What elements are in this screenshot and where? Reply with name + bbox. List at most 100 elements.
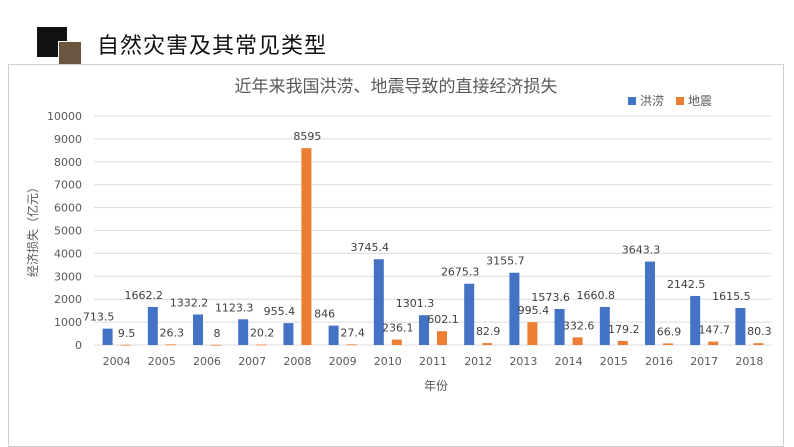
x-tick-label: 2016 [645,355,673,368]
legend-label-earthquake: 地震 [688,94,712,108]
bar-earthquake [211,344,221,346]
bar-earthquake [572,337,583,345]
x-tick-label: 2011 [419,355,447,368]
data-labels: 713.5 1662.2 1332.2 1123.3 955.4 846 3745.4 130… [83,130,772,340]
data-label-earthquake: 80.3 [747,325,772,338]
y-tick-label: 9000 [54,133,82,146]
chart-title: 近年来我国洪涝、地震导致的直接经济损失 [235,77,558,97]
bar-flood [102,328,113,345]
data-label-earthquake: 995.4 [518,304,550,317]
bar-earthquake [437,331,447,345]
x-tick-label: 2012 [464,355,492,368]
legend-label-flood: 洪涝 [640,94,664,108]
bar-earthquake [120,344,131,346]
data-label-flood: 3745.4 [351,241,390,254]
legend-swatch-flood [628,97,636,105]
x-axis-title: 年份 [424,379,448,393]
bar-flood [283,323,294,345]
bar-flood [690,295,701,345]
data-label-earthquake: 66.9 [657,325,682,338]
y-tick-label: 6000 [54,202,82,215]
data-label-flood: 1573.6 [531,291,570,304]
bar-earthquake [301,148,312,345]
legend-swatch-earthquake [676,97,684,105]
y-tick-label: 1000 [54,316,82,329]
data-label-flood: 846 [314,308,335,321]
data-label-flood: 1123.3 [215,301,254,314]
y-tick-label: 2000 [54,293,82,306]
bar-flood [509,272,520,345]
bar-earthquake [391,339,402,345]
bar-earthquake [482,343,493,345]
bar-earthquake [346,344,357,346]
bar-flood [193,314,203,345]
bar-earthquake [753,343,764,345]
axis-ticks: 0 1000 2000 3000 4000 5000 6000 7000 8000 9000 100… [47,110,763,368]
data-label-flood: 1660.8 [577,289,616,302]
x-tick-label: 2008 [283,355,311,368]
y-tick-label: 5000 [54,225,82,238]
y-tick-label: 8000 [54,156,82,169]
x-tick-label: 2004 [103,355,131,368]
x-tick-label: 2014 [555,355,583,368]
slide-title: 自然灾害及其常见类型 [97,34,328,59]
y-tick-label: 7000 [54,179,82,192]
bar-flood [373,259,384,345]
bar-flood [464,283,475,345]
y-axis-title: 经济损失（亿元） [25,181,40,277]
bar-earthquake [663,343,673,345]
bar-flood [554,308,565,345]
data-label-flood: 1332.2 [170,296,209,309]
data-label-earthquake: 179.2 [608,323,640,336]
logo-brown-square [58,41,82,65]
data-label-earthquake: 8595 [293,130,321,143]
y-tick-label: 4000 [54,247,82,260]
x-tick-label: 2015 [600,355,628,368]
gridlines [94,115,772,346]
x-tick-label: 2017 [690,355,718,368]
data-label-flood: 3643.3 [622,244,661,257]
data-label-earthquake: 332.6 [563,319,595,332]
bar-earthquake [617,340,628,345]
x-tick-label: 2005 [148,355,176,368]
x-tick-label: 2007 [238,355,266,368]
y-tick-label: 10000 [47,110,82,123]
data-label-flood: 3155.7 [486,255,525,268]
data-label-earthquake: 9.5 [118,327,136,340]
bar-earthquake [527,322,538,345]
bars [102,148,764,346]
data-label-flood: 713.5 [83,311,115,324]
data-label-earthquake: 82.9 [476,325,501,338]
bar-earthquake [165,344,176,346]
data-label-flood: 955.4 [264,305,296,318]
x-tick-label: 2018 [735,355,763,368]
data-label-earthquake: 236.1 [382,322,414,335]
bar-flood [419,315,429,345]
data-label-earthquake: 20.2 [250,327,275,340]
data-label-earthquake: 147.7 [698,324,730,337]
bar-flood [599,306,610,345]
x-tick-label: 2010 [374,355,402,368]
data-label-flood: 2675.3 [441,266,480,279]
bar-earthquake [256,344,267,346]
data-label-earthquake: 8 [214,327,221,340]
bar-flood [735,308,746,345]
bar-flood [147,306,158,345]
x-tick-label: 2009 [329,355,357,368]
data-label-flood: 1615.5 [712,290,751,303]
data-label-earthquake: 26.3 [160,326,185,339]
bar-flood [328,325,339,345]
y-tick-label: 0 [75,339,82,352]
x-tick-label: 2013 [509,355,537,368]
data-label-flood: 1301.3 [396,297,435,310]
bar-flood [645,261,655,345]
bar-earthquake [708,341,719,345]
bar-flood [238,319,249,345]
data-label-earthquake: 27.4 [340,326,365,339]
legend: 洪涝 地震 [628,94,712,108]
data-label-flood: 2142.5 [667,278,706,291]
y-tick-label: 3000 [54,270,82,283]
data-label-earthquake: 602.1 [427,313,459,326]
data-label-flood: 1662.2 [125,289,164,302]
